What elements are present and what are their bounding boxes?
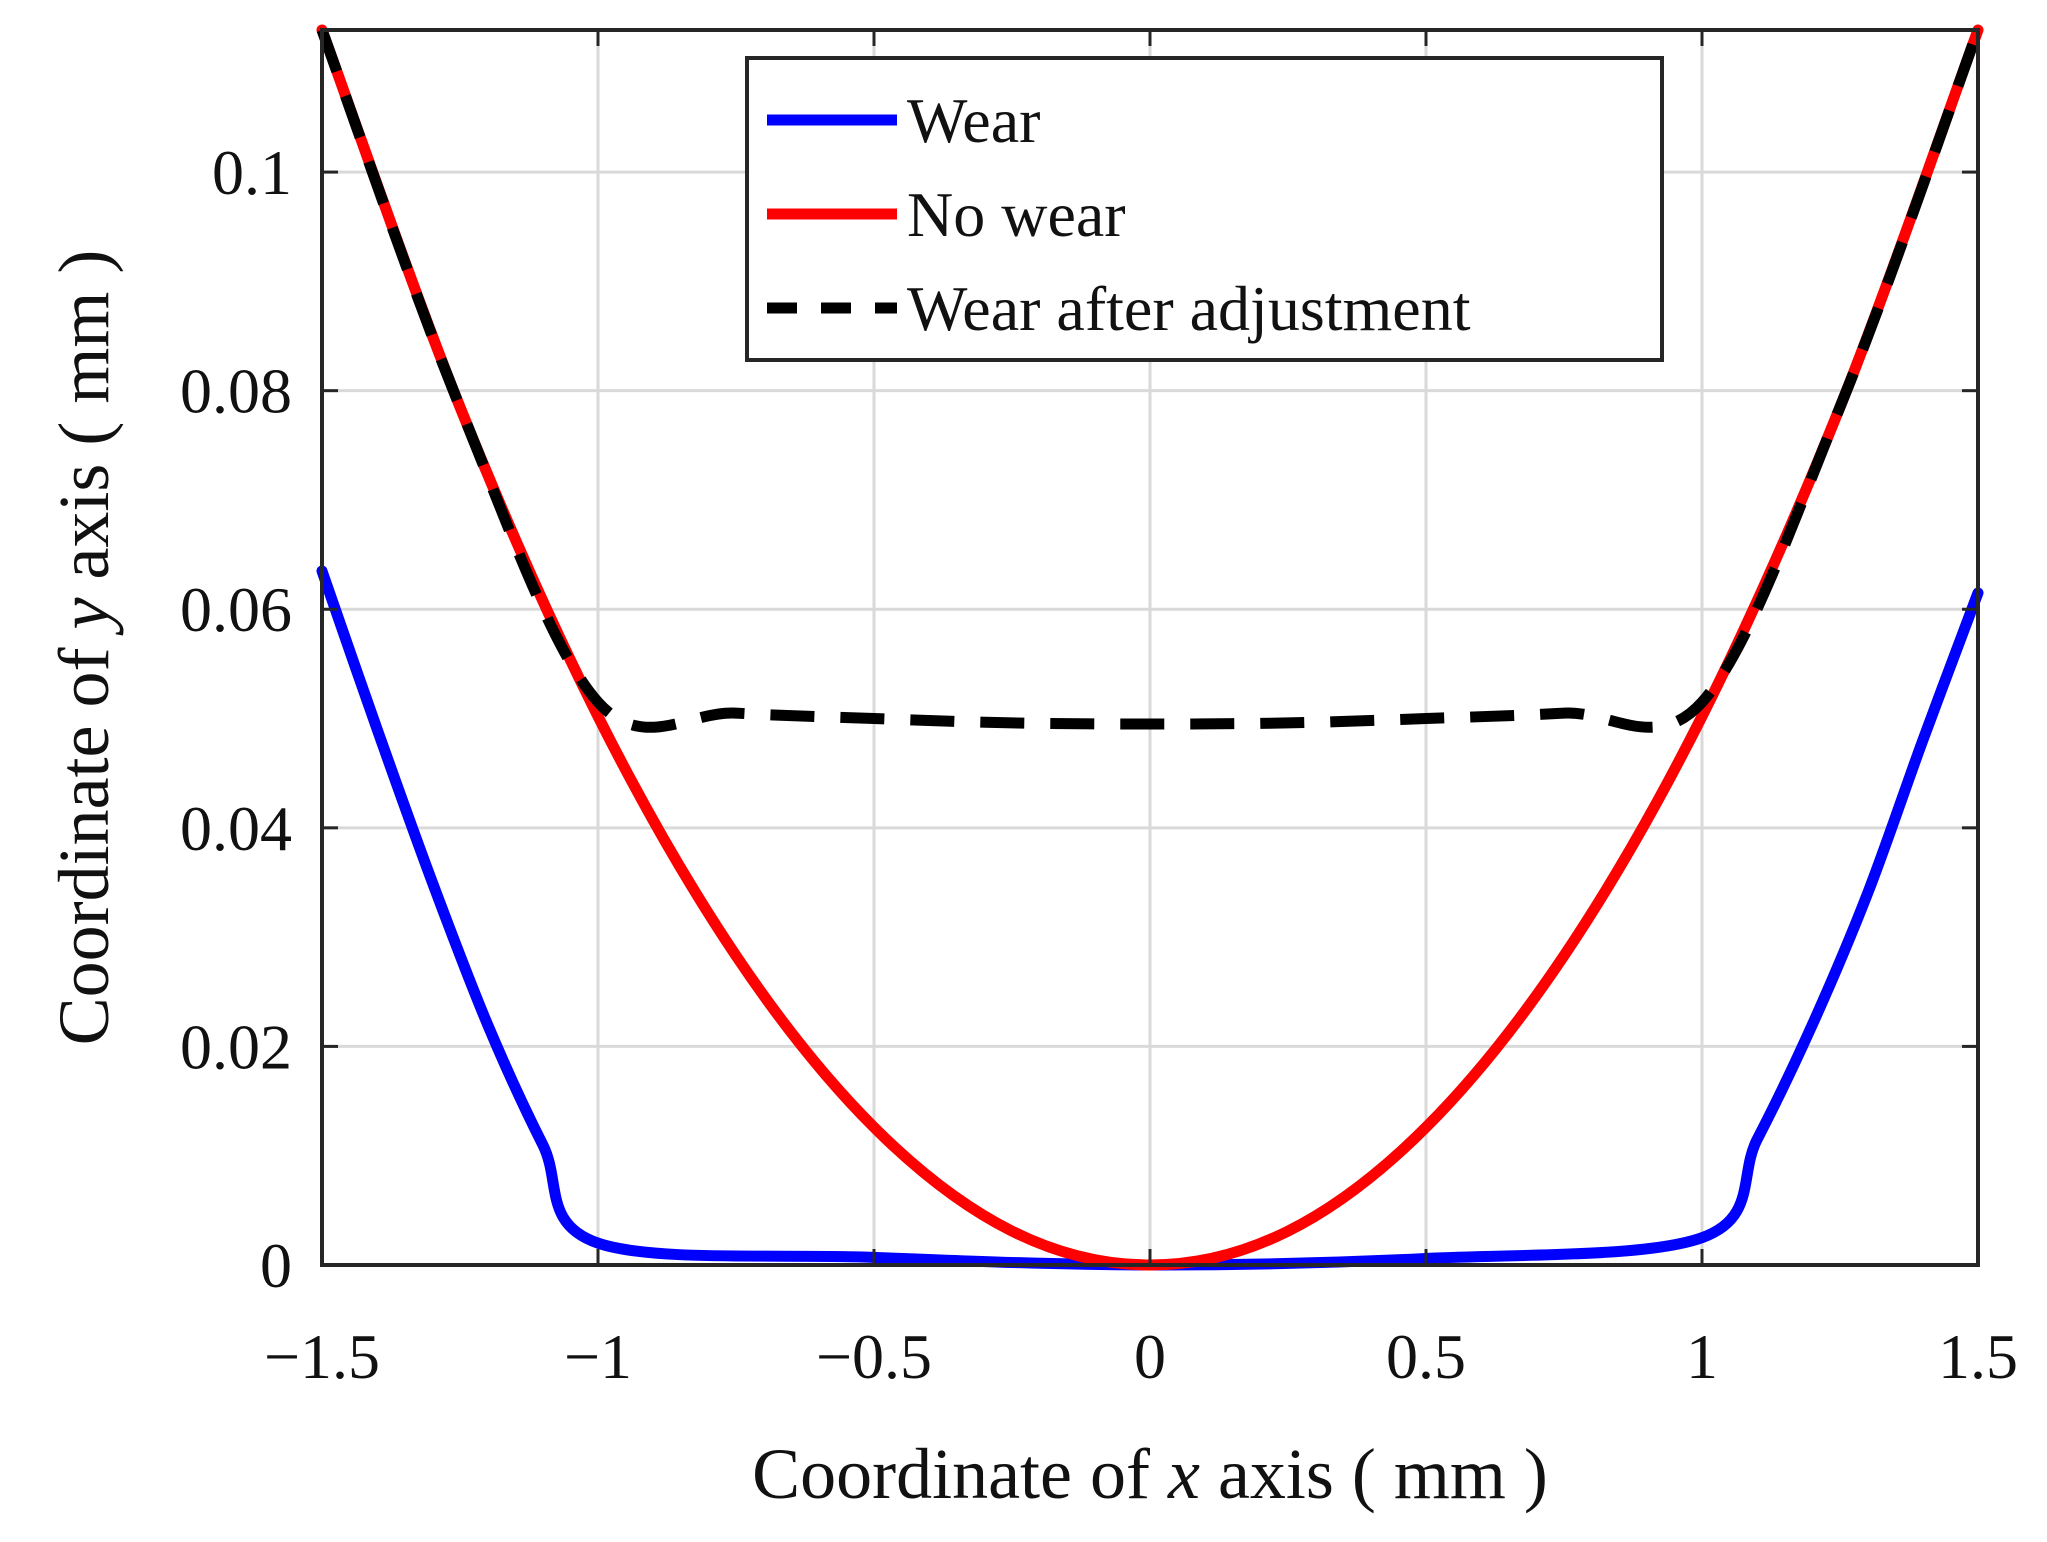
x-axis-label-suffix: axis ( mm ) xyxy=(1200,1434,1548,1514)
x-tick-label: 1.5 xyxy=(1938,1321,2018,1392)
y-tick-label: 0.08 xyxy=(180,356,292,427)
x-tick-label: −0.5 xyxy=(816,1321,932,1392)
x-axis-label: Coordinate of x axis ( mm ) xyxy=(752,1434,1548,1514)
legend-entries: Wear No wear Wear after adjustment xyxy=(767,85,1471,344)
series-line-wear-after-adjustment xyxy=(316,28,1984,733)
x-tick-label: 0 xyxy=(1134,1321,1166,1392)
x-tick-label: 1 xyxy=(1686,1321,1718,1392)
y-tick-labels: 0 0.02 0.04 0.06 0.08 0.1 xyxy=(180,137,292,1301)
x-tick-label: −1.5 xyxy=(264,1321,380,1392)
y-tick-label: 0.04 xyxy=(180,793,292,864)
y-tick-label: 0.02 xyxy=(180,1011,292,1082)
y-axis-label-var: y xyxy=(44,598,124,637)
legend-label: Wear xyxy=(907,85,1040,156)
x-tick-label: 0.5 xyxy=(1386,1321,1466,1392)
legend: Wear No wear Wear after adjustment xyxy=(745,56,1664,362)
y-axis-label-suffix: axis ( mm ) xyxy=(44,250,124,598)
y-axis-label: Coordinate of y axis ( mm ) xyxy=(44,250,124,1046)
y-tick-label: 0.06 xyxy=(180,574,292,645)
y-axis-label-prefix: Coordinate of xyxy=(44,630,124,1046)
x-axis-label-var: x xyxy=(1167,1434,1200,1514)
x-tick-labels: −1.5 −1 −0.5 0 0.5 1 1.5 xyxy=(264,1321,2018,1392)
axis-ticks xyxy=(320,30,1980,1267)
x-axis-label-prefix: Coordinate of xyxy=(752,1434,1168,1514)
x-tick-label: −1 xyxy=(564,1321,632,1392)
legend-box xyxy=(745,56,1664,362)
legend-label: Wear after adjustment xyxy=(907,273,1471,344)
y-tick-label: 0 xyxy=(260,1230,292,1301)
legend-label: No wear xyxy=(907,179,1126,250)
y-tick-label: 0.1 xyxy=(212,137,292,208)
